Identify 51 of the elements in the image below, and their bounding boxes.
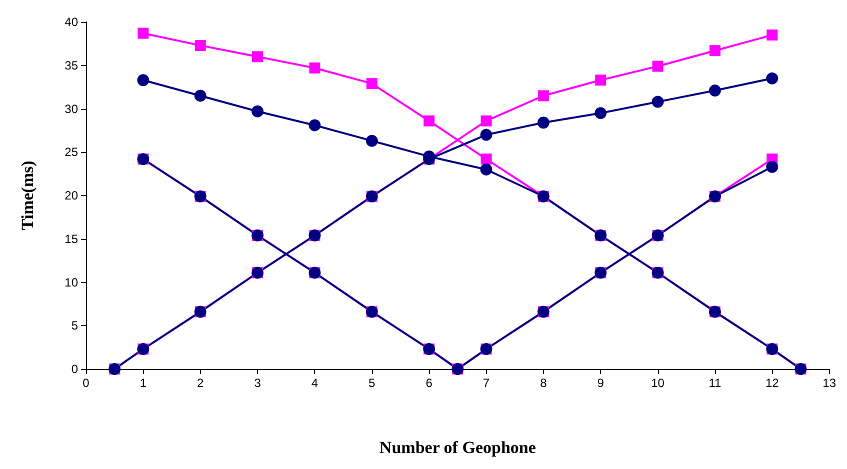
- x-axis-title: Number of Geophone: [379, 438, 536, 457]
- y-tick-label: 20: [64, 188, 78, 202]
- x-tick-label: 13: [822, 376, 836, 390]
- y-tick-label: 30: [64, 102, 78, 116]
- point: [652, 96, 664, 108]
- x-tick-label: 1: [140, 376, 147, 390]
- point: [652, 60, 664, 72]
- point: [366, 78, 378, 90]
- point: [194, 90, 206, 102]
- y-tick-label: 25: [64, 145, 78, 160]
- point: [480, 115, 492, 126]
- x-tick-label: 7: [482, 376, 490, 390]
- point: [308, 119, 321, 132]
- x-tick-label: 12: [765, 376, 780, 390]
- point: [594, 107, 607, 120]
- x-tick-label: 9: [597, 376, 604, 390]
- x-tick-label: 4: [311, 376, 318, 390]
- point: [595, 74, 606, 86]
- x-tick-label: 11: [708, 376, 722, 390]
- point: [366, 134, 378, 147]
- x-tick-label: 0: [82, 376, 90, 390]
- point: [480, 154, 492, 165]
- y-tick-label: 10: [64, 275, 78, 290]
- point: [537, 116, 550, 129]
- point: [766, 160, 778, 173]
- x-tick-label: 6: [426, 376, 433, 390]
- point: [424, 115, 435, 126]
- x-tick-label: 3: [254, 376, 262, 390]
- x-tick-label: 2: [197, 376, 204, 390]
- point: [766, 72, 778, 84]
- x-tick-label: 8: [540, 376, 548, 390]
- x-tick-label: 10: [651, 376, 665, 390]
- y-tick-label: 35: [64, 58, 78, 72]
- y-axis-title: Time(ms): [18, 160, 37, 230]
- point: [138, 28, 149, 39]
- point: [480, 128, 492, 141]
- point: [252, 51, 264, 62]
- y-tick-label: 0: [71, 362, 78, 376]
- y-tick-label: 15: [64, 232, 78, 246]
- point: [708, 84, 721, 97]
- x-tick-label: 5: [368, 376, 376, 390]
- point: [252, 105, 264, 118]
- point: [309, 62, 320, 74]
- point: [137, 74, 150, 86]
- point: [194, 40, 206, 51]
- point: [709, 45, 720, 56]
- y-tick-label: 40: [64, 15, 78, 29]
- y-tick-label: 5: [71, 318, 78, 333]
- point: [766, 30, 778, 41]
- point: [480, 163, 492, 176]
- point: [538, 90, 549, 102]
